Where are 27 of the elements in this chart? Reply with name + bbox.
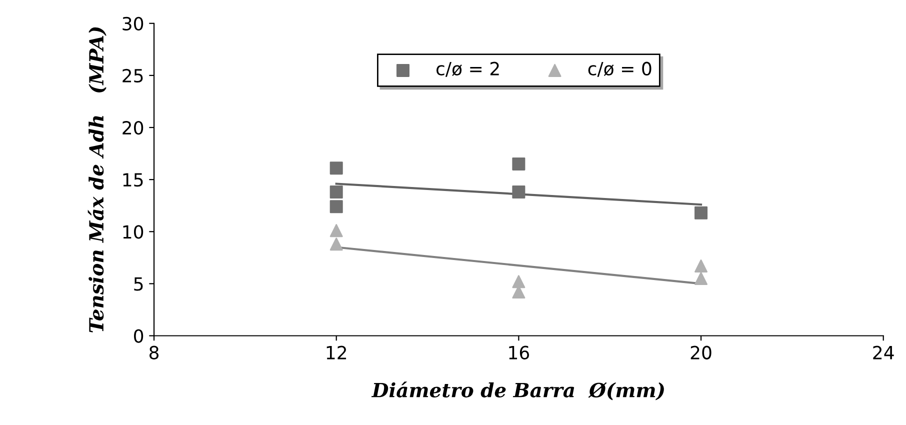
legend-label: c/ø = 2 bbox=[436, 62, 499, 77]
point bbox=[330, 200, 343, 214]
x-tick-label: 16 bbox=[509, 346, 530, 360]
y-tick-label: 0 bbox=[134, 329, 144, 343]
legend-label: c/ø = 0 bbox=[588, 62, 652, 77]
point bbox=[330, 186, 343, 199]
x-tick-label: 24 bbox=[873, 346, 894, 360]
point bbox=[694, 272, 708, 285]
point bbox=[512, 275, 526, 288]
point bbox=[330, 162, 343, 175]
point bbox=[694, 206, 708, 220]
y-tick-label: 20 bbox=[122, 120, 144, 135]
point bbox=[694, 259, 708, 272]
x-tick-label: 12 bbox=[326, 346, 346, 360]
y-tick-label: 25 bbox=[122, 68, 143, 83]
point bbox=[330, 224, 343, 238]
point bbox=[330, 238, 343, 251]
point bbox=[512, 157, 526, 170]
y-tick-label: 10 bbox=[123, 225, 144, 239]
x-tick-label: 8 bbox=[150, 346, 159, 360]
point bbox=[512, 186, 526, 199]
y-tick-label: 30 bbox=[122, 16, 144, 30]
y-axis-title: Tension Máx de Adh (MPA) bbox=[88, 27, 106, 332]
x-axis-title: Diámetro de Barra Ø(mm) bbox=[371, 382, 664, 400]
y-tick-label: 5 bbox=[134, 277, 143, 291]
x-tick-label: 20 bbox=[690, 346, 712, 360]
y-tick-label: 15 bbox=[123, 173, 143, 187]
